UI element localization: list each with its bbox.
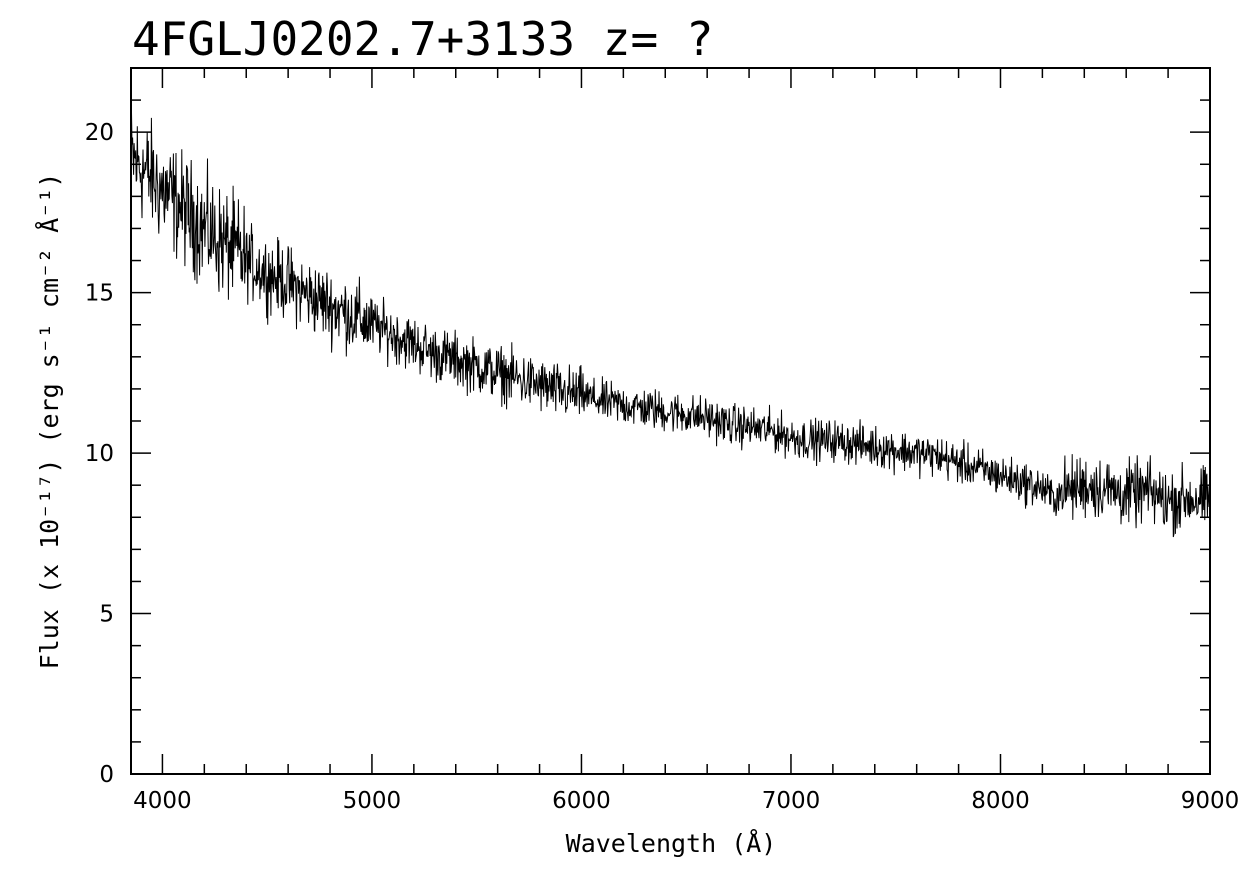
x-tick-label: 9000 xyxy=(1181,788,1240,814)
axis-tick-labels: 4000 5000 6000 7000 8000 9000 0 5 10 15 20 xyxy=(85,120,1240,814)
y-tick-label: 15 xyxy=(85,281,114,307)
y-tick-label: 10 xyxy=(85,441,114,467)
axis-ticks xyxy=(131,67,1211,775)
x-axis-label: Wavelength (Å) xyxy=(566,829,777,858)
y-tick-label: 5 xyxy=(99,602,114,628)
x-tick-label: 6000 xyxy=(552,788,611,814)
chart-title: 4FGLJ0202.7+3133 z= ? xyxy=(132,12,714,66)
y-axis-label: Flux (x 10⁻¹⁷) (erg s⁻¹ cm⁻² Å⁻¹) xyxy=(35,173,64,670)
x-tick-label: 4000 xyxy=(133,788,192,814)
y-tick-label: 20 xyxy=(85,120,114,146)
x-tick-label: 8000 xyxy=(971,788,1030,814)
x-tick-label: 5000 xyxy=(343,788,402,814)
x-tick-label: 7000 xyxy=(762,788,821,814)
spectrum-line xyxy=(130,112,1211,538)
y-tick-label: 0 xyxy=(99,762,114,788)
plot-frame xyxy=(130,67,1211,775)
